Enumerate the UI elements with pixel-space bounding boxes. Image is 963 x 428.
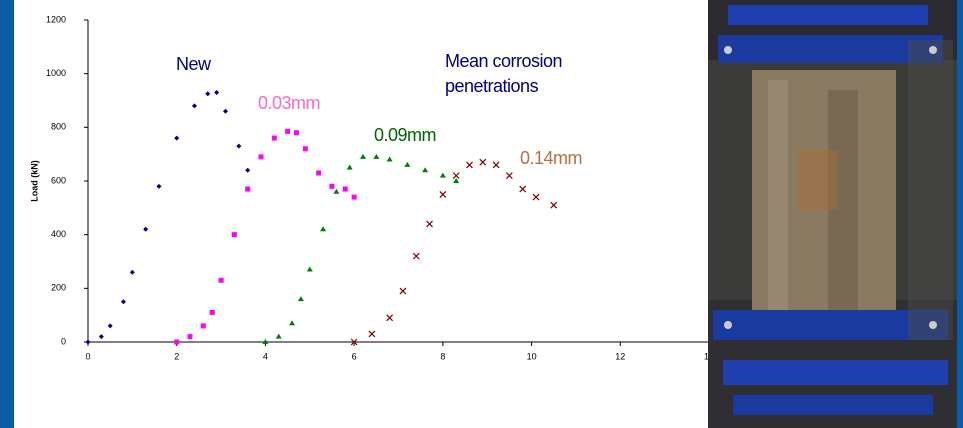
annotation: 0.09mm bbox=[374, 125, 436, 145]
x-tick-label: 8 bbox=[440, 351, 445, 361]
data-point bbox=[294, 130, 299, 135]
y-tick-label: 600 bbox=[51, 175, 66, 185]
y-tick-label: 200 bbox=[51, 283, 66, 293]
data-point bbox=[174, 340, 179, 345]
data-point bbox=[201, 323, 206, 328]
data-point bbox=[210, 310, 215, 315]
annotation: 0.03mm bbox=[258, 93, 320, 113]
x-tick-label: 2 bbox=[174, 351, 179, 361]
y-tick-label: 1000 bbox=[46, 68, 66, 78]
data-point bbox=[329, 184, 334, 189]
y-tick-label: 800 bbox=[51, 122, 66, 132]
photo bbox=[708, 0, 957, 428]
data-point bbox=[219, 278, 224, 283]
x-tick-label: 10 bbox=[527, 351, 537, 361]
chart-background bbox=[14, 0, 714, 428]
y-tick-label: 400 bbox=[51, 229, 66, 239]
data-point bbox=[285, 129, 290, 134]
y-tick-label: 0 bbox=[61, 336, 66, 346]
data-point bbox=[245, 187, 250, 192]
annotation: 0.14mm bbox=[520, 148, 582, 168]
data-point bbox=[316, 170, 321, 175]
x-tick-label: 0 bbox=[85, 351, 90, 361]
data-point bbox=[232, 232, 237, 237]
data-point bbox=[303, 146, 308, 151]
data-point bbox=[343, 187, 348, 192]
slide: Load (kN) 0 200 400 600 800 1000 1200 0 2 4 6 8 10 12… bbox=[0, 0, 963, 428]
x-tick-label: 4 bbox=[263, 351, 268, 361]
y-axis-label: Load (kN) bbox=[29, 160, 39, 202]
y-tick-label: 1200 bbox=[46, 14, 66, 24]
x-tick-label: 6 bbox=[352, 351, 357, 361]
annotation: penetrations bbox=[445, 76, 539, 96]
annotation: Mean corrosion bbox=[445, 51, 562, 71]
x-tick-label: 12 bbox=[615, 351, 625, 361]
data-point bbox=[272, 136, 277, 141]
annotation: New bbox=[176, 54, 212, 74]
data-point bbox=[188, 334, 193, 339]
data-point bbox=[352, 195, 357, 200]
data-point bbox=[258, 154, 263, 159]
